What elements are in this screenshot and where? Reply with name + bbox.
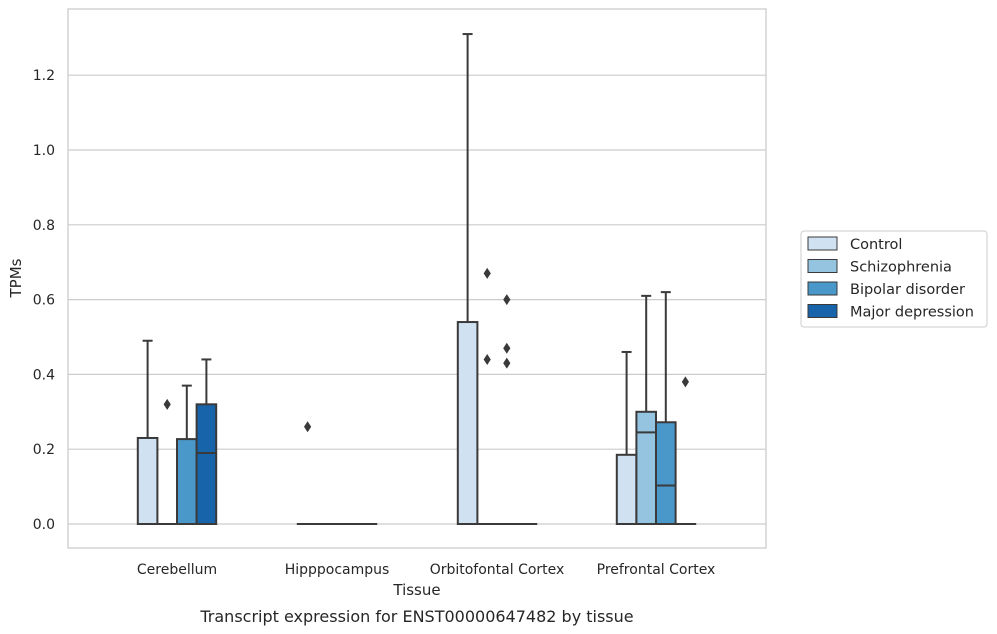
y-tick-label: 0.6 <box>33 293 55 309</box>
plot-area-frame <box>67 8 767 549</box>
legend-label: Bipolar disorder <box>850 282 965 298</box>
x-axis-label: Tissue <box>392 581 440 599</box>
outlier-point <box>503 294 511 306</box>
outlier-point <box>503 357 511 369</box>
outlier-point <box>681 376 689 388</box>
y-axis-label: TPMs <box>7 258 25 298</box>
box-body <box>615 453 638 525</box>
box-group <box>635 294 658 525</box>
legend-swatch <box>807 281 838 296</box>
x-tick-label: Prefrontal Cortex <box>597 562 716 578</box>
box-body <box>635 410 658 525</box>
boxes <box>136 33 697 526</box>
y-tick-label: 1.2 <box>33 68 55 84</box>
y-tick-label: 0.2 <box>33 442 55 458</box>
y-tick-label: 0.0 <box>33 517 55 533</box>
box-group <box>195 358 218 526</box>
box-body <box>136 436 159 526</box>
legend-swatch <box>807 236 838 251</box>
box-group <box>176 384 198 525</box>
box-group <box>655 291 677 525</box>
box-group <box>674 376 697 526</box>
box-body <box>655 421 677 525</box>
y-tick-label: 0.8 <box>33 218 55 234</box>
outlier-point <box>503 342 511 354</box>
x-tick-label: Cerebellum <box>137 562 217 578</box>
figure-caption: Transcript expression for ENST0000064748… <box>199 607 633 626</box>
outlier-point <box>483 353 491 365</box>
box-group <box>476 267 498 526</box>
legend-frame <box>800 230 988 328</box>
outlier-point <box>483 267 491 279</box>
y-tick-label: 0.4 <box>33 367 55 383</box>
legend-label: Major depression <box>850 305 974 321</box>
box-group <box>456 33 479 526</box>
box-body <box>176 438 198 525</box>
x-tick-label: Hipppocampus <box>285 562 390 578</box>
box-body <box>195 403 218 526</box>
box-group <box>136 339 159 526</box>
tick-labels: 0.0 0.2 0.4 0.6 0.8 1.0 1.2 Cerebellum Hipppocam… <box>33 68 716 578</box>
outlier-point <box>304 421 312 433</box>
box-body <box>456 321 479 526</box>
box-group <box>615 350 638 525</box>
legend-label: Schizophrenia <box>850 260 952 276</box>
legend: Control Schizophrenia Bipolar disorder Majo… <box>800 230 988 328</box>
box-group <box>496 294 518 526</box>
box-group <box>296 421 319 526</box>
y-tick-label: 1.0 <box>33 143 55 159</box>
legend-swatch <box>807 304 838 318</box>
legend-swatch <box>807 259 838 273</box>
legend-label: Control <box>850 237 902 253</box>
box-group <box>156 398 178 526</box>
outlier-point <box>163 398 171 410</box>
x-tick-label: Orbitofontal Cortex <box>430 562 565 578</box>
